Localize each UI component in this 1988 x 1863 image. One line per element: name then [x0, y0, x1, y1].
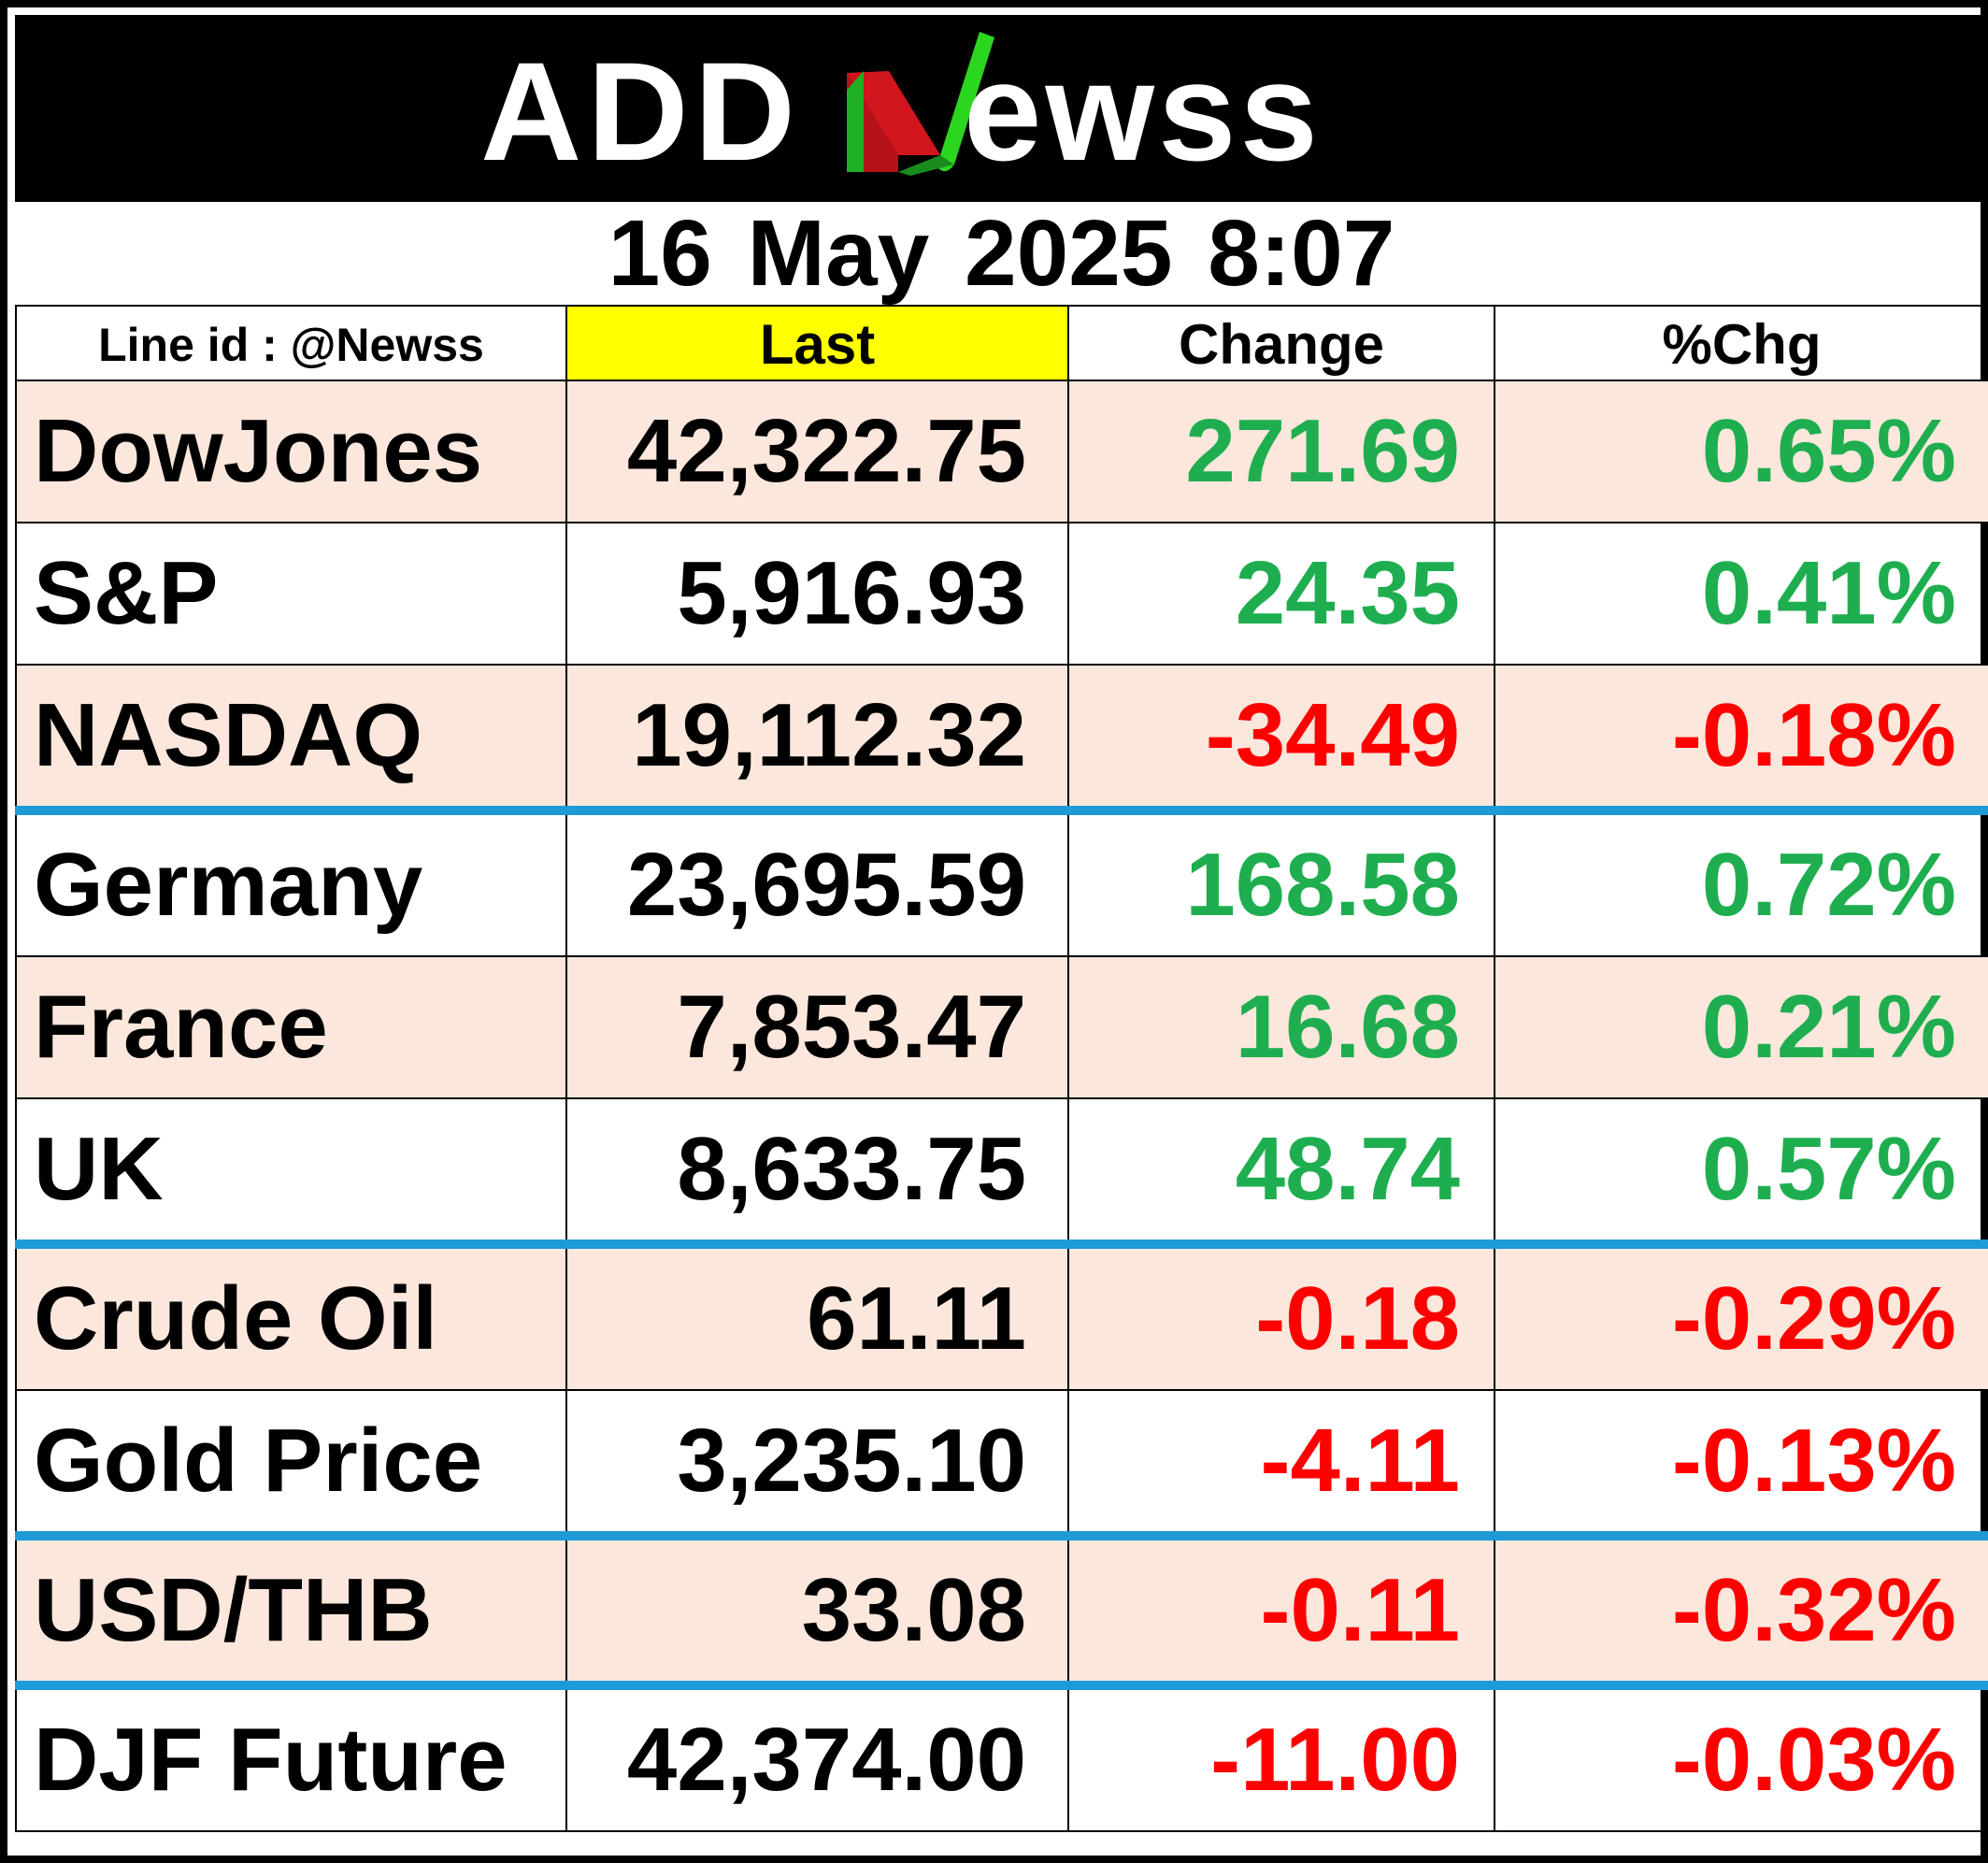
instrument-name: USD/THB: [15, 1531, 567, 1686]
table-row: Gold Price 3,235.10 -4.11 -0.13%: [15, 1389, 1988, 1537]
last-value: 61.11: [565, 1240, 1069, 1391]
pct-change-value: 0.65%: [1494, 380, 1988, 523]
last-value: 42,374.00: [565, 1681, 1069, 1832]
pct-change-value: -0.13%: [1494, 1389, 1988, 1537]
change-value: 16.68: [1067, 955, 1495, 1099]
instrument-name: Crude Oil: [15, 1240, 567, 1391]
table-row: Germany 23,695.59 168.58 0.72%: [15, 806, 1988, 957]
table-row: UK 8,633.75 48.74 0.57%: [15, 1097, 1988, 1245]
instrument-name: Gold Price: [15, 1389, 567, 1537]
logo-banner: ADD ewss: [15, 15, 1988, 202]
pct-change-value: 0.41%: [1494, 522, 1988, 666]
instrument-name: UK: [15, 1097, 567, 1245]
addnewss-logo: ADD ewss: [480, 32, 1322, 190]
header-pct-change: %Chg: [1494, 305, 1988, 381]
change-value: -11.00: [1067, 1681, 1495, 1832]
instrument-name: Germany: [15, 806, 567, 957]
pct-change-value: -0.18%: [1494, 664, 1988, 811]
table-row: DowJones 42,322.75 271.69 0.65%: [15, 380, 1988, 523]
logo-text-add: ADD: [480, 33, 801, 190]
change-value: 168.58: [1067, 806, 1495, 957]
change-value: 24.35: [1067, 522, 1495, 666]
logo-n-mark: [847, 32, 994, 176]
instrument-name: NASDAQ: [15, 664, 567, 811]
instrument-name: DowJones: [15, 380, 567, 523]
instrument-name: DJF Future: [15, 1681, 567, 1832]
pct-change-value: -0.29%: [1494, 1240, 1988, 1391]
last-value: 3,235.10: [565, 1389, 1069, 1537]
instrument-name: S&P: [15, 522, 567, 666]
date-time: 16 May 2025 8:07: [608, 201, 1395, 306]
table-row: DJF Future 42,374.00 -11.00 -0.03%: [15, 1681, 1988, 1832]
pct-change-value: -0.03%: [1494, 1681, 1988, 1832]
header-last: Last: [565, 305, 1069, 381]
last-value: 33.08: [565, 1531, 1069, 1686]
change-value: 48.74: [1067, 1097, 1495, 1245]
change-value: 271.69: [1067, 380, 1495, 523]
table-row: France 7,853.47 16.68 0.21%: [15, 955, 1988, 1099]
table-row: USD/THB 33.08 -0.11 -0.32%: [15, 1531, 1988, 1686]
table-header-row: Line id : @Newss Last Change %Chg: [15, 305, 1988, 381]
table-row: S&P 5,916.93 24.35 0.41%: [15, 522, 1988, 666]
last-value: 8,633.75: [565, 1097, 1069, 1245]
change-value: -0.11: [1067, 1531, 1495, 1686]
last-value: 5,916.93: [565, 522, 1069, 666]
last-value: 23,695.59: [565, 806, 1069, 957]
pct-change-value: -0.32%: [1494, 1531, 1988, 1686]
header-change: Change: [1067, 305, 1495, 381]
last-value: 19,112.32: [565, 664, 1069, 811]
instrument-name: France: [15, 955, 567, 1099]
market-table: Line id : @Newss Last Change %Chg DowJon…: [15, 305, 1988, 1832]
pct-change-value: 0.72%: [1494, 806, 1988, 957]
table-row: NASDAQ 19,112.32 -34.49 -0.18%: [15, 664, 1988, 811]
last-value: 42,322.75: [565, 380, 1069, 523]
change-value: -34.49: [1067, 664, 1495, 811]
table-row: Crude Oil 61.11 -0.18 -0.29%: [15, 1240, 1988, 1391]
pct-change-value: 0.57%: [1494, 1097, 1988, 1245]
change-value: -4.11: [1067, 1389, 1495, 1537]
logo-text-ewss: ewss: [964, 33, 1322, 190]
change-value: -0.18: [1067, 1240, 1495, 1391]
pct-change-value: 0.21%: [1494, 955, 1988, 1099]
header-line-id: Line id : @Newss: [15, 305, 567, 381]
last-value: 7,853.47: [565, 955, 1069, 1099]
